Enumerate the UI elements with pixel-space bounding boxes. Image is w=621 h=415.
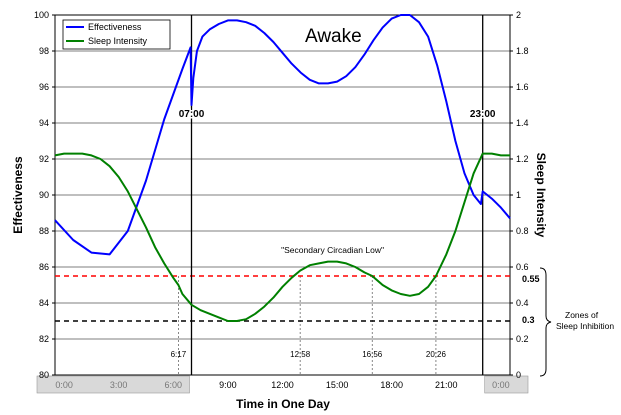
zone-value-0.3: 0.3 [522, 315, 535, 325]
y-right-tick-label: 0.6 [516, 262, 529, 272]
y-axis-left-title: Effectiveness [11, 156, 25, 234]
y-left-tick-label: 90 [39, 190, 49, 200]
y-left-tick-label: 98 [39, 46, 49, 56]
zones-text-line1: Zones of [565, 310, 599, 320]
sleep-band-morning [36, 375, 190, 394]
effectiveness-line [54, 14, 511, 256]
x-tick-label: 9:00 [219, 380, 237, 390]
x-tick-label: 18:00 [380, 380, 403, 390]
x-tick-label: 0:00 [492, 380, 510, 390]
zones-text-line2: Sleep Inhibition [556, 321, 614, 331]
gridlines [55, 50, 510, 340]
y-right-tick-label: 2 [516, 10, 521, 20]
zones-annotation: 0.55 0.3 Zones of Sleep Inhibition [522, 267, 614, 377]
x-tick-label: 15:00 [326, 380, 349, 390]
crossing-time-label: 6:17 [171, 350, 187, 359]
x-tick-label: 12:00 [271, 380, 294, 390]
y-right-tick-label: 0.8 [516, 226, 529, 236]
overlay-annotations: "Secondary Circadian Low" [281, 245, 384, 255]
y-axis-left-ticks: 80 82 84 86 88 90 92 94 96 98 100 [34, 10, 55, 380]
y-left-tick-label: 100 [34, 10, 49, 20]
y-left-tick-label: 86 [39, 262, 49, 272]
zone-lines [55, 275, 510, 322]
crossing-time-label: 16:56 [362, 350, 383, 359]
y-left-tick-label: 88 [39, 226, 49, 236]
y-left-tick-label: 84 [39, 298, 49, 308]
sleep-intensity-line [54, 152, 510, 322]
time-marker-label: 23:00 [470, 109, 496, 120]
y-left-tick-label: 92 [39, 154, 49, 164]
legend-label-effectiveness: Effectiveness [88, 22, 142, 32]
zones-brace [539, 267, 552, 377]
y-right-tick-label: 1.6 [516, 82, 529, 92]
legend-box [62, 19, 171, 50]
crossing-time-label: 20:26 [426, 350, 447, 359]
secondary-circadian-low-label: "Secondary Circadian Low" [281, 245, 384, 255]
y-axis-right-ticks: 0 0.2 0.4 0.6 0.8 1 1.2 1.4 1.6 1.8 2 [510, 10, 529, 380]
y-right-tick-label: 1.4 [516, 118, 529, 128]
legend: Effectiveness Sleep Intensity [62, 19, 171, 50]
series-lines [54, 14, 511, 322]
crossing-drop-lines: 6:17 12:58 16:56 20:26 [171, 276, 447, 375]
x-tick-label: 21:00 [435, 380, 458, 390]
y-right-tick-label: 0 [516, 370, 521, 380]
awake-label: Awake [305, 26, 362, 47]
y-right-tick-label: 0.2 [516, 334, 529, 344]
x-tick-label: 0:00 [55, 380, 73, 390]
x-tick-label: 3:00 [110, 380, 128, 390]
y-right-tick-label: 1.2 [516, 154, 529, 164]
x-axis-bands [36, 375, 529, 394]
x-axis-ticks: 0:00 3:00 6:00 9:00 12:00 15:00 18:00 21:00 0:00 [55, 380, 509, 390]
y-left-tick-label: 94 [39, 118, 49, 128]
y-left-tick-label: 80 [39, 370, 49, 380]
sleep-band-night [484, 375, 529, 394]
legend-label-sleep-intensity: Sleep Intensity [88, 36, 148, 46]
y-axis-right-title: Sleep Intensity [534, 153, 548, 238]
x-axis-title: Time in One Day [236, 397, 330, 411]
plot-area: 6:17 12:58 16:56 20:26 07:00 23:00 "Secondar… [36, 14, 529, 394]
y-left-tick-label: 96 [39, 82, 49, 92]
y-left-tick-label: 82 [39, 334, 49, 344]
y-right-tick-label: 1 [516, 190, 521, 200]
y-right-tick-label: 0.4 [516, 298, 529, 308]
crossing-time-label: 12:58 [290, 350, 311, 359]
zone-value-0.55: 0.55 [522, 274, 540, 284]
x-tick-label: 6:00 [165, 380, 183, 390]
y-right-tick-label: 1.8 [516, 46, 529, 56]
time-marker-label: 07:00 [179, 109, 205, 120]
